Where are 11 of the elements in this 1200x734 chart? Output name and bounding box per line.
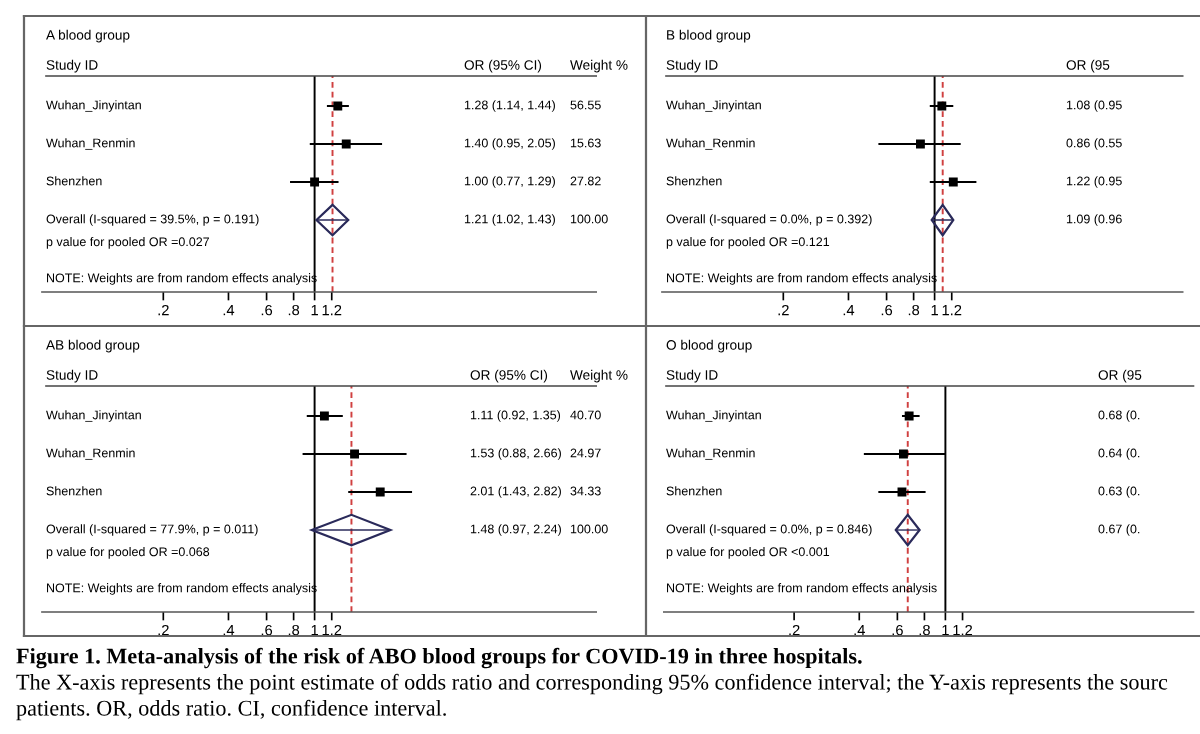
text: patients. OR, odds ratio. CI, confidence interval. (16, 699, 446, 721)
point (930, 203, 955, 237)
text: The X-axis represents the point estimate of odds ratio and corresponding 95% confidence interval; the Y-axis represents the sourc (16, 673, 1168, 695)
point (310, 177, 320, 187)
point (948, 177, 958, 187)
point (341, 139, 351, 149)
text: Figure 1. Meta-analysis of the risk of ABO blood groups for COVID-19 in three hospitals. (16, 647, 862, 669)
point (333, 101, 343, 111)
point (937, 101, 947, 111)
point (915, 139, 925, 149)
point (315, 203, 350, 237)
